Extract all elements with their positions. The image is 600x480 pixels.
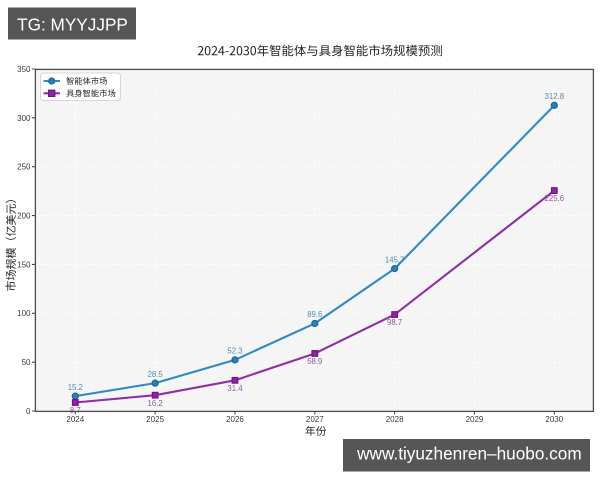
svg-text:2028: 2028 — [386, 415, 404, 424]
svg-text:250: 250 — [17, 163, 31, 172]
svg-text:145.7: 145.7 — [385, 255, 405, 264]
svg-text:200: 200 — [17, 211, 31, 220]
svg-text:www.tiyuzhenren–huobo.com: www.tiyuzhenren–huobo.com — [356, 443, 582, 463]
svg-text:8.7: 8.7 — [70, 406, 81, 415]
svg-text:50: 50 — [22, 358, 31, 367]
svg-text:31.4: 31.4 — [227, 384, 243, 393]
svg-text:100: 100 — [17, 309, 31, 318]
svg-text:2030: 2030 — [545, 415, 563, 424]
svg-text:150: 150 — [17, 260, 31, 269]
svg-text:0: 0 — [26, 407, 31, 416]
svg-text:225.6: 225.6 — [545, 194, 565, 203]
svg-text:2024: 2024 — [66, 415, 84, 424]
svg-text:16.2: 16.2 — [148, 399, 163, 408]
svg-text:58.9: 58.9 — [307, 357, 322, 366]
svg-text:2025: 2025 — [146, 415, 164, 424]
svg-text:28.5: 28.5 — [148, 370, 164, 379]
svg-text:52.3: 52.3 — [227, 347, 242, 356]
svg-text:312.8: 312.8 — [545, 92, 565, 101]
svg-text:TG: MYYJJPP: TG: MYYJJPP — [17, 15, 128, 35]
svg-text:300: 300 — [17, 114, 31, 123]
svg-text:89.6: 89.6 — [307, 310, 322, 319]
svg-text:2026: 2026 — [226, 415, 244, 424]
svg-text:2029: 2029 — [466, 415, 484, 424]
svg-text:350: 350 — [17, 65, 31, 74]
svg-text:98.7: 98.7 — [387, 318, 402, 327]
svg-text:15.2: 15.2 — [68, 383, 83, 392]
svg-text:2027: 2027 — [306, 415, 324, 424]
